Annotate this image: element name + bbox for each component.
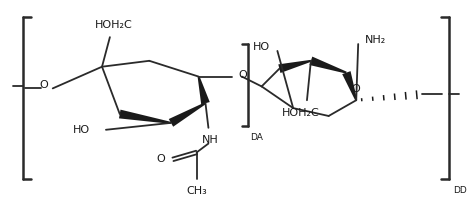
Text: O: O	[156, 154, 165, 164]
Text: HO: HO	[73, 125, 90, 135]
Text: HOH₂C: HOH₂C	[95, 20, 133, 30]
Text: O: O	[238, 70, 247, 80]
Polygon shape	[310, 57, 346, 74]
Text: CH₃: CH₃	[186, 186, 207, 196]
Polygon shape	[342, 71, 357, 100]
Text: NH₂: NH₂	[365, 35, 386, 45]
Polygon shape	[278, 60, 311, 73]
Text: O: O	[351, 84, 360, 95]
Text: DA: DA	[250, 133, 263, 142]
Text: DD: DD	[453, 186, 466, 195]
Text: O: O	[39, 80, 48, 90]
Polygon shape	[198, 76, 210, 104]
Text: HO: HO	[252, 42, 270, 52]
Polygon shape	[119, 110, 171, 124]
Text: NH: NH	[202, 135, 219, 145]
Polygon shape	[169, 102, 206, 127]
Text: HOH₂C: HOH₂C	[282, 108, 320, 118]
